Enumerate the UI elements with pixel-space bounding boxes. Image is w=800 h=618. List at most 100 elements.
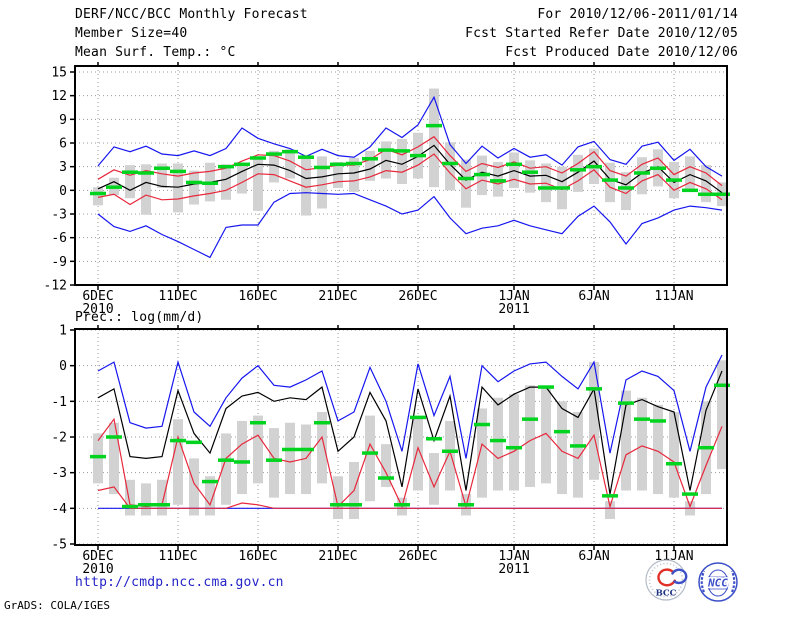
- spread-bar: [269, 150, 279, 183]
- obs-dash: [282, 149, 298, 154]
- series-mean_minus_sd: [97, 486, 722, 509]
- x-tick-label: 1JAN: [498, 289, 529, 304]
- y-tick-label: 3: [59, 160, 67, 175]
- spread-bar: [525, 385, 535, 487]
- x-tick-label: 11JAN: [654, 289, 693, 304]
- x-tick-sublabel: 2011: [498, 562, 529, 577]
- x-tick-label: 11DEC: [158, 289, 197, 304]
- spread-bar: [141, 164, 151, 215]
- spread-bar: [173, 163, 183, 213]
- obs-dashes: [90, 383, 730, 509]
- obs-dash: [90, 454, 106, 459]
- series-lower_mid: [97, 417, 723, 509]
- series-min: [97, 192, 723, 259]
- spread-bar: [157, 163, 167, 188]
- obs-dash: [122, 170, 138, 174]
- obs-dash: [282, 447, 298, 452]
- obs-dash: [618, 401, 634, 405]
- obs-dash: [666, 178, 682, 182]
- obs-dash: [490, 438, 506, 443]
- obs-dash: [170, 438, 186, 443]
- spread-bar: [301, 154, 311, 216]
- obs-dash: [330, 503, 346, 507]
- spread-bar: [445, 420, 455, 491]
- spread-bar: [173, 419, 183, 505]
- bcc-red-swirl-icon: [657, 568, 676, 587]
- y-tick-label: -1: [51, 395, 67, 410]
- spread-bar: [301, 424, 311, 495]
- spread-bar: [125, 479, 135, 516]
- obs-dash: [410, 415, 426, 420]
- spread-bar: [445, 142, 455, 191]
- plot-frame: [74, 65, 728, 286]
- bcc-logo-text: BCC: [656, 589, 677, 599]
- obs-dash: [186, 180, 202, 185]
- ncc-wreath-right-icon: [730, 570, 736, 593]
- spread-bar: [637, 397, 647, 491]
- x-tick-label: 21DEC: [318, 289, 357, 304]
- spread-bar: [253, 158, 263, 211]
- x-tick-label: 11DEC: [158, 549, 197, 564]
- prec-panel-title: Prec.: log(mm/d): [75, 310, 204, 325]
- spread-bar: [205, 476, 215, 516]
- obs-dash: [522, 170, 538, 174]
- y-tick-label: 9: [59, 113, 67, 128]
- y-tick-label: 12: [51, 89, 67, 104]
- obs-dash: [618, 186, 634, 190]
- ncc-logo-icon: NCC: [698, 562, 738, 602]
- y-tick-label: 6: [59, 137, 67, 152]
- obs-dash: [218, 164, 234, 169]
- y-tick-label: -9: [51, 255, 67, 270]
- bcc-blue-swirl-icon: [671, 568, 688, 585]
- obs-dash: [426, 123, 442, 128]
- obs-dash: [106, 185, 122, 189]
- member-size-label: Member Size=40: [75, 26, 188, 41]
- spread-bar: [285, 422, 295, 495]
- obs-dash: [634, 171, 650, 175]
- spread-bar: [141, 483, 151, 516]
- produced-date-label: Fcst Produced Date 2010/12/06: [505, 45, 738, 60]
- obs-dash: [538, 385, 554, 389]
- obs-dash: [586, 387, 602, 391]
- obs-dash: [298, 447, 314, 452]
- spread-bar: [573, 154, 583, 192]
- spread-bar: [605, 501, 615, 520]
- obs-dash: [250, 420, 266, 425]
- plot-frame: [74, 328, 728, 546]
- x-tick-label: 6DEC: [82, 549, 113, 564]
- obs-dash: [650, 419, 666, 423]
- obs-dash: [570, 168, 586, 172]
- obs-dash: [426, 437, 442, 441]
- obs-dash: [602, 494, 618, 498]
- x-tick-label: 6JAN: [578, 549, 609, 564]
- obs-dash: [330, 162, 346, 167]
- obs-dash: [154, 166, 170, 170]
- spread-bar: [157, 479, 167, 516]
- x-tick-label: 16DEC: [238, 549, 277, 564]
- spread-bar: [365, 150, 375, 181]
- obs-dash: [362, 451, 378, 455]
- obs-dash: [186, 440, 202, 445]
- obs-dash: [474, 422, 490, 427]
- obs-dash: [202, 181, 218, 185]
- obs-dash: [346, 161, 362, 166]
- y-tick-label: 15: [51, 66, 67, 81]
- spread-bar: [365, 415, 375, 502]
- x-tick-label: 6JAN: [578, 289, 609, 304]
- series-max: [97, 354, 723, 459]
- source-url[interactable]: http://cmdp.ncc.cma.gov.cn: [75, 575, 284, 590]
- y-tick-label: 1: [59, 324, 67, 339]
- obs-dash: [394, 149, 410, 153]
- obs-dash: [602, 178, 618, 182]
- obs-dash: [682, 492, 698, 496]
- spread-bar: [189, 170, 199, 205]
- obs-dash: [586, 164, 602, 169]
- temp-panel-title: Mean Surf. Temp.: °C: [75, 45, 236, 60]
- obs-dash: [250, 156, 266, 160]
- obs-dash: [90, 191, 106, 196]
- obs-dash: [714, 383, 730, 388]
- spread-bar: [237, 420, 247, 495]
